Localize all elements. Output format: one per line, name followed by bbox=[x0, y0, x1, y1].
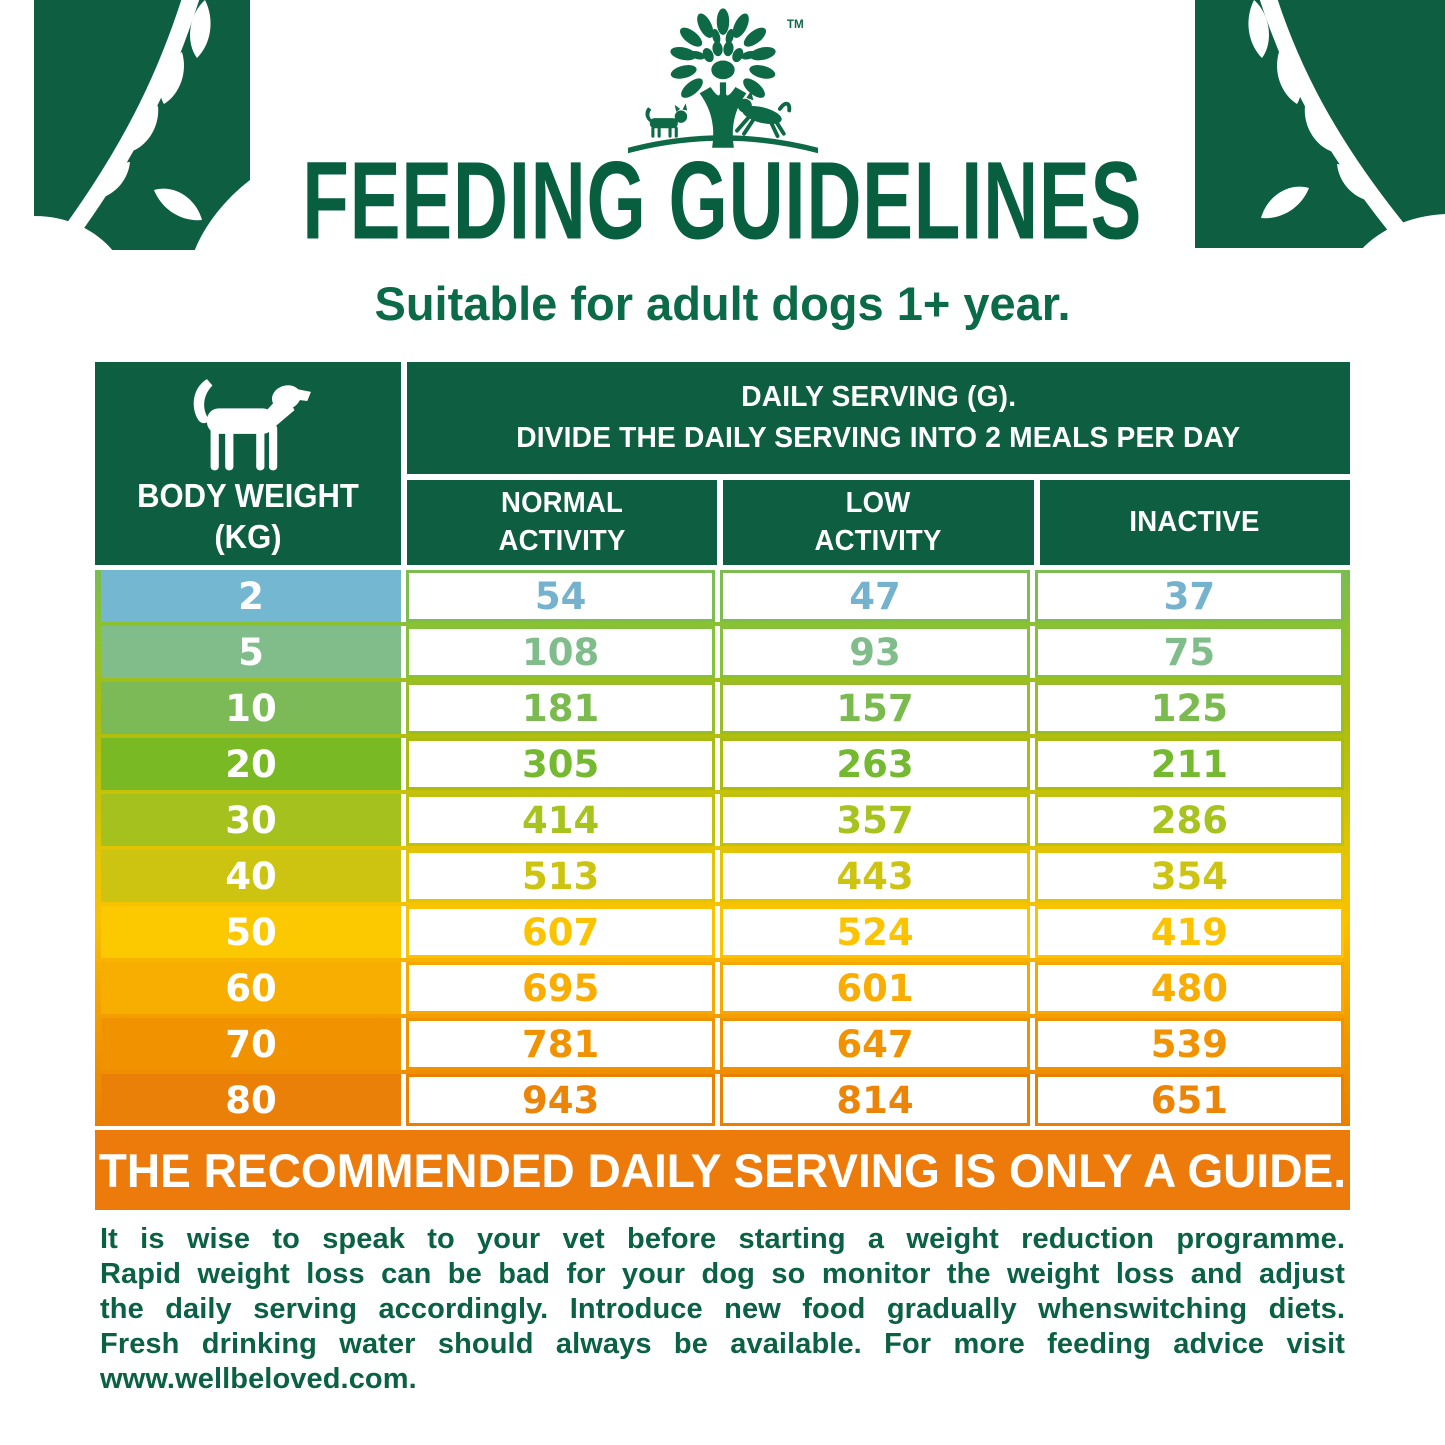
serving-normal-cell: 695 bbox=[406, 962, 716, 1014]
banner: THE RECOMMENDED DAILY SERVING IS ONLY A … bbox=[95, 1130, 1350, 1210]
serving-normal-cell: 781 bbox=[406, 1018, 716, 1070]
serving-low-cell: 814 bbox=[720, 1074, 1030, 1126]
serving-normal-cell: 305 bbox=[406, 738, 716, 790]
table-header: BODY WEIGHT (KG) DAILY SERVING (G). DIVI… bbox=[95, 362, 1350, 565]
table-row: 70 781 647 539 bbox=[101, 1018, 1344, 1070]
serving-low-cell: 601 bbox=[720, 962, 1030, 1014]
banner-text: THE RECOMMENDED DAILY SERVING IS ONLY A … bbox=[98, 1143, 1347, 1197]
serving-low-cell: 647 bbox=[720, 1018, 1030, 1070]
page-title: FEEDING GUIDELINES bbox=[302, 139, 1143, 263]
body-weight-cell: 10 bbox=[101, 682, 401, 734]
table-row: 80 943 814 651 bbox=[101, 1074, 1344, 1126]
table-row: 30 414 357 286 bbox=[101, 794, 1344, 846]
serving-normal-cell: 414 bbox=[406, 794, 716, 846]
serving-low-cell: 263 bbox=[720, 738, 1030, 790]
serving-normal-cell: 108 bbox=[406, 626, 716, 678]
page-subtitle: Suitable for adult dogs 1+ year. bbox=[374, 277, 1071, 330]
trademark-symbol: TM bbox=[786, 18, 803, 31]
serving-inactive-cell: 211 bbox=[1034, 738, 1344, 790]
footer-line: the daily serving accordingly. Introduce… bbox=[100, 1293, 1345, 1325]
footer-line: Rapid weight loss can be bad for your do… bbox=[100, 1258, 1345, 1290]
table-row: 50 607 524 419 bbox=[101, 906, 1344, 958]
footer-line: Fresh drinking water should always be av… bbox=[100, 1328, 1345, 1360]
body-weight-cell: 60 bbox=[101, 962, 401, 1014]
body-weight-cell: 30 bbox=[101, 794, 401, 846]
dog-silhouette bbox=[729, 90, 791, 139]
footer-line: It is wise to speak to your vet before s… bbox=[100, 1223, 1345, 1255]
table-row: 5 108 93 75 bbox=[101, 626, 1344, 678]
serving-inactive-cell: 480 bbox=[1034, 962, 1344, 1014]
table-row: 20 305 263 211 bbox=[101, 738, 1344, 790]
body-weight-cell: 5 bbox=[101, 626, 401, 678]
serving-low-cell: 524 bbox=[720, 906, 1030, 958]
table-row: 10 181 157 125 bbox=[101, 682, 1344, 734]
body-weight-cell: 40 bbox=[101, 850, 401, 902]
footer-line: www.wellbeloved.com. bbox=[100, 1363, 417, 1395]
serving-normal-cell: 607 bbox=[406, 906, 716, 958]
body-weight-cell: 20 bbox=[101, 738, 401, 790]
body-weight-cell: 50 bbox=[101, 906, 401, 958]
serving-inactive-cell: 419 bbox=[1034, 906, 1344, 958]
serving-normal-cell: 181 bbox=[406, 682, 716, 734]
serving-inactive-cell: 37 bbox=[1034, 570, 1344, 622]
feeding-table: BODY WEIGHT (KG) DAILY SERVING (G). DIVI… bbox=[95, 362, 1350, 1210]
activity-columns: NORMAL ACTIVITY LOW ACTIVITY INACTIVE bbox=[407, 480, 1350, 565]
body-weight-label: BODY WEIGHT (KG) bbox=[137, 477, 359, 555]
table-row: 60 695 601 480 bbox=[101, 962, 1344, 1014]
serving-inactive-cell: 354 bbox=[1034, 850, 1344, 902]
serving-header-group: DAILY SERVING (G). DIVIDE THE DAILY SERV… bbox=[407, 362, 1350, 565]
column-header-low-activity: LOW ACTIVITY bbox=[723, 480, 1034, 565]
body-weight-header-cell: BODY WEIGHT (KG) bbox=[95, 362, 401, 565]
serving-inactive-cell: 75 bbox=[1034, 626, 1344, 678]
body-weight-cell: 80 bbox=[101, 1074, 401, 1126]
serving-normal-cell: 513 bbox=[406, 850, 716, 902]
daily-serving-header-cell: DAILY SERVING (G). DIVIDE THE DAILY SERV… bbox=[407, 362, 1350, 474]
table-body-frame: 2 54 47 37 5 108 93 75 10 181 157 125 20… bbox=[95, 570, 1350, 1126]
serving-normal-cell: 943 bbox=[406, 1074, 716, 1126]
serving-low-cell: 357 bbox=[720, 794, 1030, 846]
body-weight-cell: 2 bbox=[101, 570, 401, 622]
serving-low-cell: 47 bbox=[720, 570, 1030, 622]
serving-inactive-cell: 651 bbox=[1034, 1074, 1344, 1126]
serving-low-cell: 443 bbox=[720, 850, 1030, 902]
serving-inactive-cell: 286 bbox=[1034, 794, 1344, 846]
column-header-inactive: INACTIVE bbox=[1039, 480, 1350, 565]
leaf-decoration-left bbox=[34, 0, 250, 252]
serving-low-cell: 93 bbox=[720, 626, 1030, 678]
serving-inactive-cell: 539 bbox=[1034, 1018, 1344, 1070]
table-body: 2 54 47 37 5 108 93 75 10 181 157 125 20… bbox=[101, 570, 1344, 1126]
brand-logo: TM bbox=[627, 8, 818, 154]
dog-icon bbox=[193, 379, 311, 471]
footer-paragraph: It is wise to speak to your vet before s… bbox=[100, 1222, 1345, 1397]
column-header-normal-activity: NORMAL ACTIVITY bbox=[407, 480, 718, 565]
serving-normal-cell: 54 bbox=[406, 570, 716, 622]
cat-silhouette bbox=[645, 103, 687, 138]
leaf-decoration-right bbox=[1195, 0, 1445, 250]
table-row: 40 513 443 354 bbox=[101, 850, 1344, 902]
paw-print-icon bbox=[702, 41, 743, 80]
serving-low-cell: 157 bbox=[720, 682, 1030, 734]
serving-inactive-cell: 125 bbox=[1034, 682, 1344, 734]
table-row: 2 54 47 37 bbox=[101, 570, 1344, 622]
body-weight-cell: 70 bbox=[101, 1018, 401, 1070]
